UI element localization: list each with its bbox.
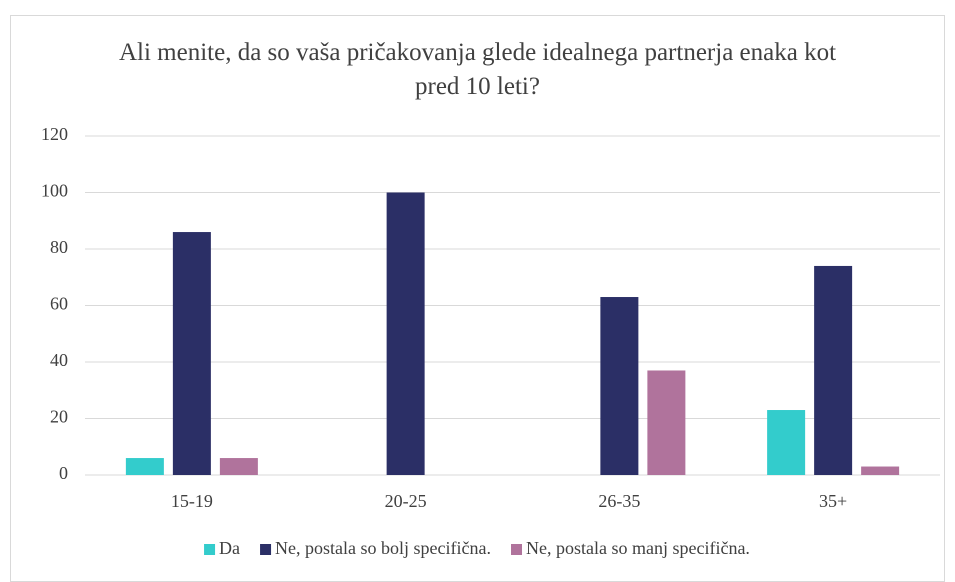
legend-label: Ne, postala so bolj specifična. [275, 538, 491, 558]
y-tick-label: 120 [41, 124, 68, 144]
x-tick-label: 26-35 [598, 491, 640, 511]
bar [600, 297, 639, 475]
bar [125, 458, 164, 475]
legend-label: Ne, postala so manj specifična. [526, 538, 750, 558]
legend-label: Da [219, 538, 240, 558]
x-tick-label: 20-25 [385, 491, 427, 511]
bar [814, 265, 853, 475]
y-tick-label: 60 [50, 294, 68, 314]
y-tick-label: 20 [50, 407, 68, 427]
title-box: Ali menite, da so vaša pričakovanja gled… [0, 36, 955, 104]
y-tick-label: 0 [59, 463, 68, 483]
bar [647, 370, 686, 475]
y-tick-label: 80 [50, 237, 68, 257]
legend-swatch [260, 544, 272, 555]
legend-swatch [204, 544, 216, 555]
x-tick-label: 15-19 [171, 491, 213, 511]
y-tick-label: 40 [50, 350, 68, 370]
bar [219, 458, 258, 475]
legend-swatch [511, 544, 523, 555]
bar [386, 192, 425, 475]
bar [172, 232, 211, 475]
bar [767, 410, 806, 475]
bar [861, 466, 900, 475]
y-tick-label: 100 [41, 181, 68, 201]
x-tick-label: 35+ [819, 491, 847, 511]
chart-title: Ali menite, da so vaša pričakovanja gled… [118, 39, 837, 100]
